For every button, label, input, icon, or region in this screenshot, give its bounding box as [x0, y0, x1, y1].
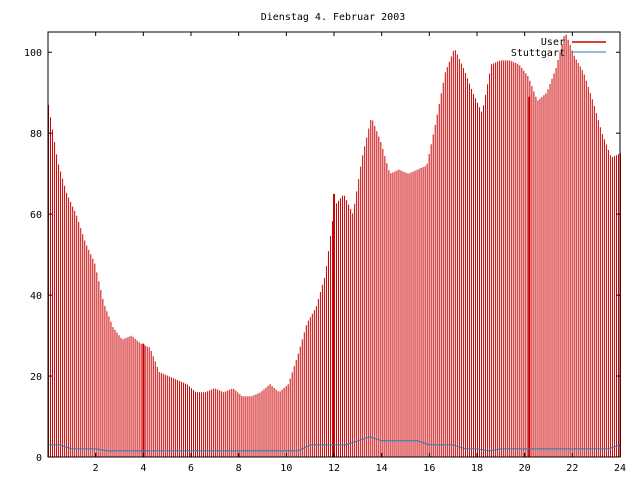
spike-lines — [142, 96, 531, 457]
series-line-stuttgart — [48, 436, 621, 452]
y-tick-label: 40 — [30, 291, 42, 302]
x-tick-label: 16 — [423, 463, 435, 474]
y-tick-label: 20 — [30, 372, 42, 383]
y-tick-label: 60 — [30, 210, 42, 221]
x-tick-label: 4 — [140, 463, 146, 474]
x-axis: 2 4 6 8 10 12 14 16 18 20 22 24 — [93, 32, 626, 474]
x-tick-label: 18 — [471, 463, 483, 474]
x-tick-label: 22 — [566, 463, 578, 474]
x-tick-label: 12 — [328, 463, 340, 474]
x-tick-label: 6 — [188, 463, 194, 474]
y-tick-label: 0 — [36, 453, 42, 464]
y-tick-label: 80 — [30, 129, 42, 140]
y-tick-label: 100 — [24, 48, 42, 59]
legend: User Stuttgart — [511, 37, 606, 59]
x-tick-label: 14 — [376, 463, 388, 474]
x-tick-label: 20 — [519, 463, 531, 474]
legend-label-user: User — [541, 37, 565, 48]
impulse-bars — [48, 34, 621, 457]
x-tick-label: 8 — [236, 463, 242, 474]
x-tick-label: 24 — [614, 463, 626, 474]
chart-title: Dienstag 4. Februar 2003 — [261, 12, 406, 23]
x-tick-label: 10 — [280, 463, 292, 474]
x-tick-label: 2 — [93, 463, 99, 474]
y-axis: 0 20 40 60 80 100 — [24, 48, 620, 464]
legend-label-stuttgart: Stuttgart — [511, 48, 565, 59]
